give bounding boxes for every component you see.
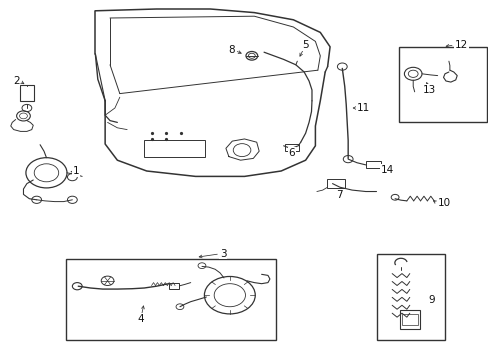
Text: 7: 7 (336, 190, 343, 200)
Text: 1: 1 (72, 166, 79, 176)
Bar (66, 259, 276, 340)
Bar (376, 254, 444, 340)
Bar (20, 85, 34, 101)
Bar (399, 310, 419, 329)
Bar (365, 161, 381, 168)
Circle shape (245, 51, 257, 60)
Text: 12: 12 (454, 40, 467, 50)
Text: 4: 4 (137, 314, 144, 324)
Bar (326, 179, 345, 188)
Text: 14: 14 (380, 165, 393, 175)
Text: 11: 11 (356, 103, 369, 113)
Text: 6: 6 (288, 148, 295, 158)
Text: 3: 3 (220, 249, 226, 259)
Text: 2: 2 (13, 76, 20, 86)
Bar (144, 140, 205, 157)
Bar (398, 47, 486, 122)
Text: 5: 5 (302, 40, 308, 50)
Text: 8: 8 (227, 45, 234, 55)
Bar (401, 314, 417, 325)
Text: 10: 10 (437, 198, 450, 208)
Text: 13: 13 (422, 85, 435, 95)
Bar (168, 283, 179, 289)
Bar (284, 144, 299, 151)
Text: 9: 9 (427, 294, 434, 305)
